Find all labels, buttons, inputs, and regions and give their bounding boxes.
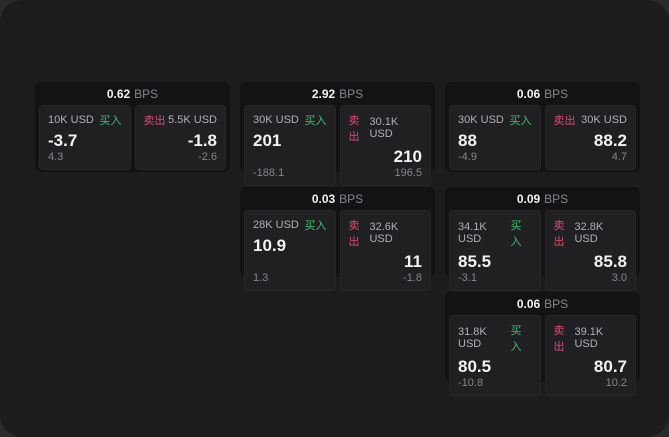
buy-price: 80.5 xyxy=(458,357,492,376)
buy-side-label: 买入 xyxy=(99,115,122,127)
sell-amount: 30.1K USD xyxy=(369,116,399,140)
card-header: 0.62 BPS xyxy=(35,82,230,105)
card-header: 0.03 BPS xyxy=(240,187,435,210)
bps-value: 0.62 xyxy=(106,86,131,101)
buy-panel[interactable]: 30K USD 买入 88 -4.9 xyxy=(449,105,541,170)
buy-price: 10.9 xyxy=(253,236,287,255)
card-body: 10K USD 买入 -3.7 4.3 卖出 5.5K USD -1.8 -2.… xyxy=(35,105,230,174)
buy-amount: 28K USD xyxy=(253,219,299,231)
buy-side-label: 买入 xyxy=(304,115,327,127)
card-header: 0.09 BPS xyxy=(445,187,640,210)
bps-unit-label: BPS xyxy=(339,86,364,101)
sell-side-label: 卖出 xyxy=(553,115,576,127)
quote-card: 0.06 BPS 30K USD 买入 88 -4.9 卖出 30K USD xyxy=(445,82,640,172)
bps-unit-label: BPS xyxy=(544,86,569,101)
sell-amount: 32.6K USD xyxy=(369,221,399,245)
bps-unit-label: BPS xyxy=(339,191,364,206)
bps-value: 0.06 xyxy=(516,296,541,311)
sell-change: 10.2 xyxy=(605,376,627,389)
sell-side-label: 卖出 xyxy=(348,220,360,248)
sell-price: 210 xyxy=(393,147,422,166)
buy-side-label: 买入 xyxy=(510,325,522,353)
buy-panel[interactable]: 34.1K USD 买入 85.5 -3.1 xyxy=(449,210,541,291)
card-header: 0.06 BPS xyxy=(445,292,640,315)
sell-price: 85.8 xyxy=(593,252,627,271)
sell-amount: 5.5K USD xyxy=(168,114,217,126)
sell-amount: 32.8K USD xyxy=(574,221,604,245)
card-body: 30K USD 买入 88 -4.9 卖出 30K USD 88.2 4.7 xyxy=(445,105,640,174)
buy-panel[interactable]: 10K USD 买入 -3.7 4.3 xyxy=(39,105,131,170)
buy-price: 88 xyxy=(458,131,477,150)
buy-change: 4.3 xyxy=(48,150,64,163)
card-body: 28K USD 买入 10.9 1.3 卖出 32.6K USD 11 -1.8 xyxy=(240,210,435,295)
buy-change: 1.3 xyxy=(253,271,269,284)
bps-value: 2.92 xyxy=(311,86,336,101)
sell-amount: 39.1K USD xyxy=(574,326,604,350)
buy-side-label: 买入 xyxy=(304,220,327,232)
buy-panel[interactable]: 31.8K USD 买入 80.5 -10.8 xyxy=(449,315,541,396)
sell-change: -2.6 xyxy=(198,150,217,163)
buy-change: -4.9 xyxy=(458,150,477,163)
buy-amount: 10K USD xyxy=(48,114,94,126)
buy-panel[interactable]: 28K USD 买入 10.9 1.3 xyxy=(244,210,336,291)
sell-side-label: 卖出 xyxy=(553,325,565,353)
card-header: 0.06 BPS xyxy=(445,82,640,105)
sell-panel[interactable]: 卖出 32.8K USD 85.8 3.0 xyxy=(544,210,636,291)
buy-price: 85.5 xyxy=(458,252,492,271)
sell-panel[interactable]: 卖出 39.1K USD 80.7 10.2 xyxy=(544,315,636,396)
bps-value: 0.06 xyxy=(516,86,541,101)
quote-card: 0.03 BPS 28K USD 买入 10.9 1.3 卖出 32.6K US… xyxy=(240,187,435,291)
buy-price: 201 xyxy=(253,131,282,150)
quote-card: 0.06 BPS 31.8K USD 买入 80.5 -10.8 卖出 39.1… xyxy=(445,292,640,396)
buy-amount: 34.1K USD xyxy=(458,221,487,245)
bps-unit-label: BPS xyxy=(134,86,159,101)
sell-side-label: 卖出 xyxy=(348,115,360,143)
quote-card: 2.92 BPS 30K USD 买入 201 -188.1 卖出 30.1K … xyxy=(240,82,435,186)
buy-change: -3.1 xyxy=(458,271,477,284)
quote-card: 0.09 BPS 34.1K USD 买入 85.5 -3.1 卖出 32.8K… xyxy=(445,187,640,291)
card-body: 30K USD 买入 201 -188.1 卖出 30.1K USD 210 1… xyxy=(240,105,435,190)
buy-amount: 30K USD xyxy=(253,114,299,126)
sell-side-label: 卖出 xyxy=(143,115,166,127)
buy-amount: 31.8K USD xyxy=(458,326,487,350)
sell-price: 80.7 xyxy=(593,357,627,376)
sell-change: 4.7 xyxy=(611,150,627,163)
buy-change: -188.1 xyxy=(253,166,285,179)
bps-unit-label: BPS xyxy=(544,191,569,206)
sell-price: 11 xyxy=(404,252,422,271)
sell-panel[interactable]: 卖出 30K USD 88.2 4.7 xyxy=(544,105,636,170)
sell-amount: 30K USD xyxy=(581,114,627,126)
buy-panel[interactable]: 30K USD 买入 201 -188.1 xyxy=(244,105,336,186)
bps-value: 0.03 xyxy=(311,191,336,206)
sell-panel[interactable]: 卖出 32.6K USD 11 -1.8 xyxy=(339,210,431,291)
sell-panel[interactable]: 卖出 30.1K USD 210 196.5 xyxy=(339,105,431,186)
sell-panel[interactable]: 卖出 5.5K USD -1.8 -2.6 xyxy=(134,105,226,170)
bps-value: 0.09 xyxy=(516,191,541,206)
sell-price: -1.8 xyxy=(187,131,217,150)
card-header: 2.92 BPS xyxy=(240,82,435,105)
buy-price: -3.7 xyxy=(48,131,78,150)
buy-side-label: 买入 xyxy=(510,220,522,248)
sell-change: 3.0 xyxy=(611,271,627,284)
sell-change: 196.5 xyxy=(394,166,422,179)
card-body: 34.1K USD 买入 85.5 -3.1 卖出 32.8K USD 85.8… xyxy=(445,210,640,295)
quote-card: 0.62 BPS 10K USD 买入 -3.7 4.3 卖出 5.5K USD xyxy=(35,82,230,172)
bps-unit-label: BPS xyxy=(544,296,569,311)
buy-amount: 30K USD xyxy=(458,114,504,126)
sell-price: 88.2 xyxy=(593,131,627,150)
card-body: 31.8K USD 买入 80.5 -10.8 卖出 39.1K USD 80.… xyxy=(445,315,640,400)
quote-grid: 0.62 BPS 10K USD 买入 -3.7 4.3 卖出 5.5K USD xyxy=(35,82,640,396)
sell-change: -1.8 xyxy=(403,271,422,284)
buy-change: -10.8 xyxy=(458,376,484,389)
sell-side-label: 卖出 xyxy=(553,220,565,248)
buy-side-label: 买入 xyxy=(509,115,532,127)
